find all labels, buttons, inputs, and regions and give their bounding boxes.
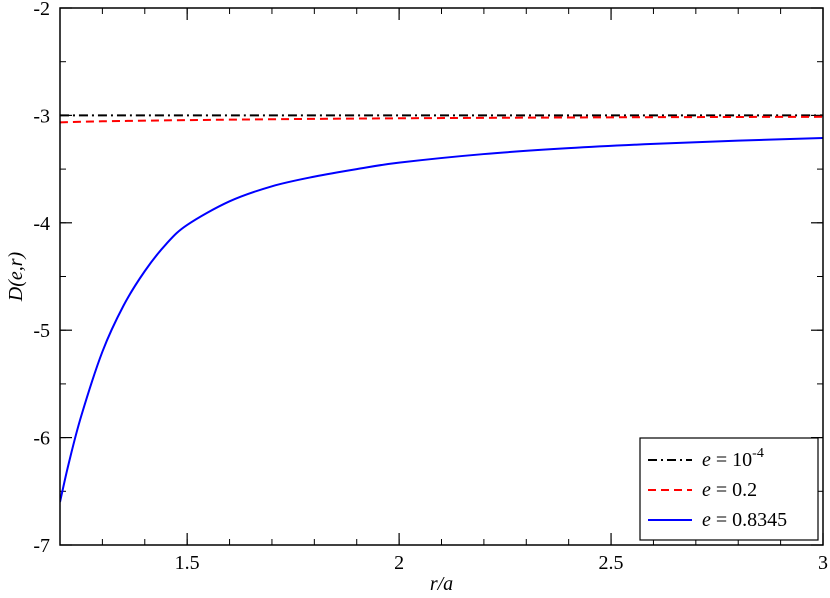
legend-entry: e = 0.2 [702, 479, 757, 501]
series-layer [60, 114, 823, 503]
series-line-3 [60, 136, 823, 503]
legend-entry: e = 0.8345 [702, 509, 787, 531]
legend-box [639, 437, 819, 541]
y-tick-label: -4 [33, 213, 50, 235]
x-axis-label: r/a [430, 573, 453, 595]
y-tick-label: -3 [33, 105, 50, 127]
y-tick-label: -7 [33, 535, 50, 557]
y-axis-label: D(e,r) [5, 251, 27, 302]
x-tick-label: 3 [818, 552, 828, 574]
y-tick-label: -5 [33, 320, 50, 342]
x-tick-label: 2.5 [599, 552, 624, 574]
y-tick-label: -6 [33, 428, 50, 450]
legend: e = 10-4 e = 0.2 e = 0.8345 [639, 437, 819, 541]
series-line-2 [60, 115, 823, 124]
plot-frame [59, 7, 824, 546]
x-tick-label: 2 [394, 552, 404, 574]
legend-entry: e = 10-4 [702, 446, 764, 471]
labels-layer: 1.5 2 2.5 3 -7 -6 -5 -4 -3 -2 [33, 0, 828, 574]
x-tick-label: 1.5 [175, 552, 200, 574]
y-tick-label: -2 [33, 0, 50, 20]
